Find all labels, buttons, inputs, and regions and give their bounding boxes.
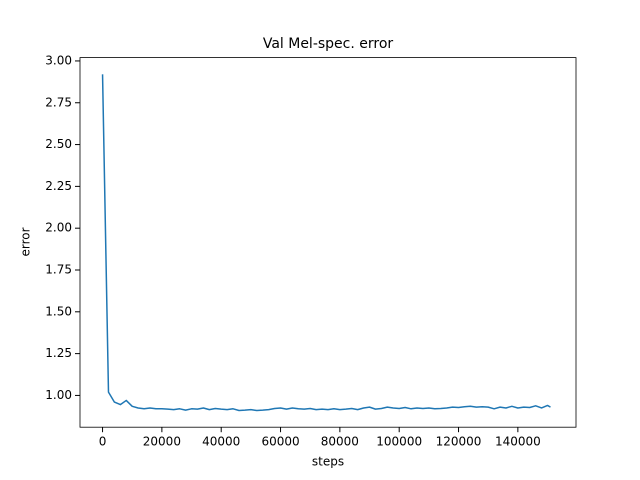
x-tick-label: 20000 xyxy=(143,435,181,449)
x-tick-label: 120000 xyxy=(436,435,482,449)
y-tick-label: 1.25 xyxy=(45,346,72,360)
plot-frame xyxy=(79,57,577,428)
x-axis-label: steps xyxy=(312,455,344,469)
y-tick-label: 1.75 xyxy=(45,262,72,276)
y-tick-label: 2.25 xyxy=(45,179,72,193)
x-tick-label: 40000 xyxy=(202,435,240,449)
data-line xyxy=(101,74,551,412)
x-tick-label: 80000 xyxy=(321,435,359,449)
x-tick-label: 60000 xyxy=(261,435,299,449)
y-tick-label: 3.00 xyxy=(45,53,72,67)
y-tick-label: 2.50 xyxy=(45,137,72,151)
x-tick-label: 140000 xyxy=(495,435,541,449)
y-tick-label: 2.75 xyxy=(45,95,72,109)
y-tick-label: 1.50 xyxy=(45,304,72,318)
y-axis-label: error xyxy=(19,227,33,256)
y-tick-label: 2.00 xyxy=(45,221,72,235)
y-tick-label: 1.00 xyxy=(45,388,72,402)
chart-title: Val Mel-spec. error xyxy=(263,36,394,52)
x-tick-label: 100000 xyxy=(376,435,422,449)
x-tick-label: 0 xyxy=(99,435,107,449)
